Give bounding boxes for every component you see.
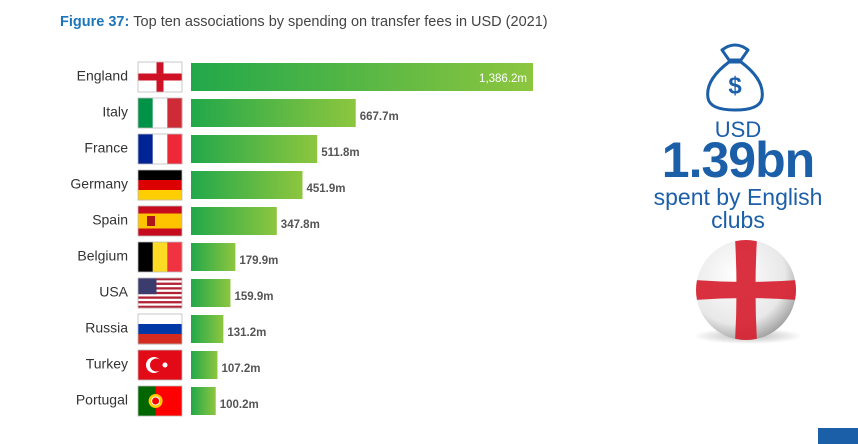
- category-label: England: [77, 68, 128, 84]
- flag-part: [138, 190, 182, 201]
- value-label: 100.2m: [220, 399, 259, 411]
- flag-part: [152, 134, 168, 164]
- flag-part: [138, 296, 182, 300]
- flag-icon: [137, 205, 183, 237]
- flag-border: [137, 313, 183, 345]
- flag-border: [137, 277, 183, 309]
- title-text: Top ten associations by spending on tran…: [133, 14, 547, 30]
- flag-part: [167, 134, 183, 164]
- category-label: Belgium: [77, 248, 128, 264]
- category-label: Spain: [92, 212, 128, 228]
- flag-icon: [137, 97, 183, 129]
- flag-border: [137, 241, 183, 273]
- flag-part: [152, 98, 168, 128]
- callout-currency: USD: [715, 117, 761, 142]
- flag-part: [138, 242, 154, 272]
- flag-part: [138, 180, 182, 191]
- bar: [191, 171, 303, 199]
- flag-icon: [137, 241, 183, 273]
- dollar-sign: $: [728, 72, 742, 99]
- flag-part: [138, 305, 182, 309]
- flag-icon: [137, 169, 183, 201]
- flag-part: [138, 294, 182, 297]
- flag-icon: [137, 385, 183, 417]
- flag-part: [152, 242, 168, 272]
- value-label: 179.9m: [239, 255, 278, 267]
- england-ball: [696, 240, 796, 340]
- flag-part: [162, 362, 168, 368]
- category-label: USA: [99, 284, 128, 300]
- money-bag-icon: [706, 43, 764, 112]
- category-label: Italy: [102, 104, 128, 120]
- value-label: 511.8m: [321, 147, 359, 159]
- flag-border: [137, 385, 183, 417]
- flag-part: [167, 242, 183, 272]
- flag-part: [151, 396, 161, 406]
- flag-part: [138, 73, 182, 81]
- category-label: Germany: [70, 176, 128, 192]
- flag-part: [138, 280, 182, 283]
- value-label: 347.8m: [281, 219, 320, 231]
- flag-icon: [137, 133, 183, 165]
- flag-part: [138, 303, 182, 306]
- value-label: 451.9m: [306, 183, 345, 195]
- flag-part: [138, 289, 182, 293]
- bar: [191, 279, 231, 307]
- flag-part: [138, 301, 182, 304]
- flag-part: [138, 291, 182, 295]
- category-label: Turkey: [86, 356, 128, 372]
- flag-part: [138, 170, 182, 181]
- flag-border: [137, 205, 183, 237]
- flag-part: [138, 334, 182, 345]
- flag-part: [138, 284, 182, 288]
- flag-border: [137, 349, 183, 381]
- bar: [191, 243, 236, 271]
- value-label: 107.2m: [221, 363, 260, 375]
- flag-part: [147, 216, 155, 226]
- flag-border: [137, 61, 183, 93]
- flag-part: [167, 98, 183, 128]
- chart-title: Figure 37: Top ten associations by spendi…: [60, 14, 548, 30]
- flag-part: [138, 386, 156, 416]
- value-label: 159.9m: [234, 291, 273, 303]
- flag-part: [138, 314, 182, 325]
- callout-text: clubs: [711, 207, 765, 233]
- bar: [191, 387, 216, 415]
- bar: [191, 99, 356, 127]
- flag-part: [138, 298, 182, 302]
- flag-part: [138, 324, 182, 335]
- bar: [191, 207, 277, 235]
- value-label: 1,386.2m: [479, 73, 527, 85]
- flag-part: [138, 278, 157, 295]
- flag-icon: [137, 61, 183, 93]
- flag-part: [138, 213, 182, 229]
- flag-part: [138, 278, 182, 281]
- bar: [191, 351, 218, 379]
- flag-part: [138, 134, 154, 164]
- value-label: 667.7m: [360, 111, 399, 123]
- corner-block: [818, 428, 858, 444]
- callout-text: spent by English: [654, 184, 823, 210]
- flag-part: [138, 98, 154, 128]
- flag-part: [150, 358, 163, 372]
- flag-icon: [137, 277, 183, 309]
- callout-amount: 1.39bn: [662, 132, 814, 188]
- flag-border: [137, 169, 183, 201]
- flag-icon: [137, 313, 183, 345]
- category-label: Russia: [85, 320, 128, 336]
- flag-part: [138, 282, 182, 286]
- flag-icon: [137, 349, 183, 381]
- flag-border: [137, 133, 183, 165]
- figure-label: Figure 37:: [60, 14, 129, 30]
- bar: [191, 135, 318, 163]
- category-label: France: [84, 140, 128, 156]
- flag-part: [138, 287, 182, 290]
- flag-border: [137, 97, 183, 129]
- bar: [191, 315, 224, 343]
- bar: [191, 63, 533, 91]
- value-label: 131.2m: [227, 327, 266, 339]
- category-label: Portugal: [76, 392, 128, 408]
